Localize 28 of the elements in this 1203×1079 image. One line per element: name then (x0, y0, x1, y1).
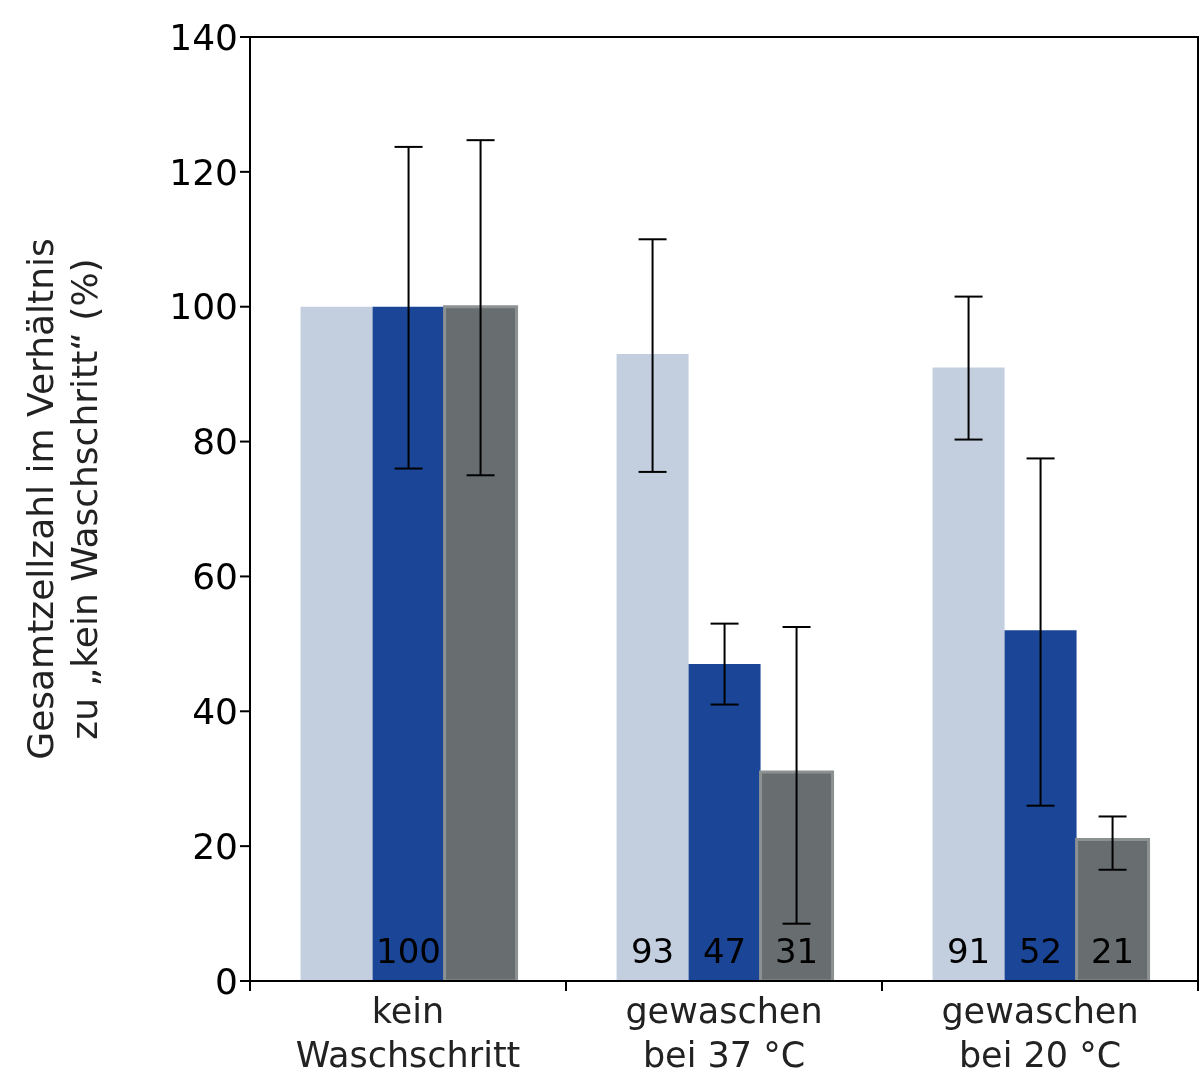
bar (759, 770, 835, 981)
data-label: 52 (1018, 931, 1063, 971)
bar (688, 664, 761, 981)
x-tick-label: kein Waschschritt (295, 991, 521, 1075)
y-tick-label: 140 (169, 16, 238, 58)
x-tick-label: gewaschen bei 37 °C (625, 991, 823, 1075)
bar (372, 306, 445, 981)
data-label: 47 (702, 931, 747, 971)
x-tick-label: gewaschen bei 20 °C (941, 991, 1139, 1075)
y-tick-label: 60 (192, 556, 238, 598)
y-axis-title: Gesamtzellzahl im Verhältnis zu „kein Waschschritt“ (%) (20, 238, 105, 760)
data-label: 91 (946, 931, 991, 971)
y-tick-label: 100 (169, 286, 238, 328)
y-tick-label: 0 (215, 960, 238, 1002)
bar (1004, 630, 1077, 981)
bar (932, 367, 1005, 981)
data-label: 21 (1090, 931, 1135, 971)
data-label: 93 (630, 931, 675, 971)
bar (616, 353, 689, 981)
data-label: 31 (774, 931, 819, 971)
bar (1075, 837, 1151, 981)
bar (443, 305, 519, 981)
data-label: 100 (376, 931, 442, 971)
bar (300, 306, 373, 981)
y-tick-label: 80 (192, 421, 238, 463)
y-tick-label: 120 (169, 151, 238, 193)
y-tick-label: 20 (192, 825, 238, 867)
y-tick-label: 40 (192, 691, 238, 733)
